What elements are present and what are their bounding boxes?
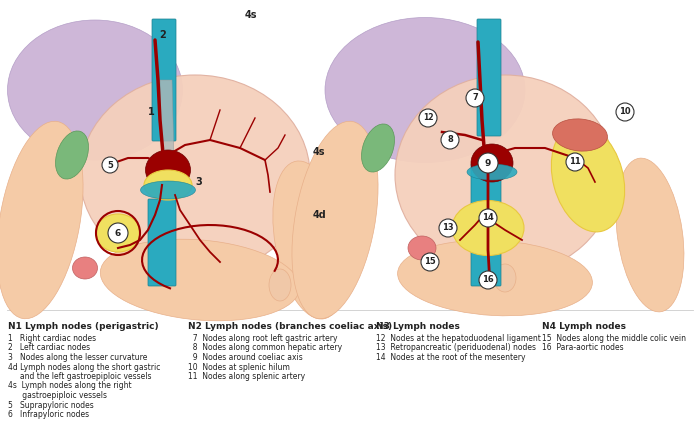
Ellipse shape [408,236,436,260]
Ellipse shape [146,150,190,190]
FancyBboxPatch shape [471,164,501,286]
Ellipse shape [494,264,516,292]
Text: 13: 13 [442,224,454,233]
Circle shape [441,131,459,149]
Ellipse shape [269,269,291,301]
FancyBboxPatch shape [152,19,176,141]
Text: 3: 3 [195,177,202,187]
Text: 10  Nodes at splenic hilum: 10 Nodes at splenic hilum [188,362,290,371]
Text: 1   Right cardiac nodes: 1 Right cardiac nodes [8,334,96,343]
Circle shape [616,103,634,121]
Circle shape [466,89,484,107]
Circle shape [439,219,457,237]
Text: 4d: 4d [313,210,327,220]
Circle shape [421,253,439,271]
Text: 12: 12 [423,113,433,122]
Text: 9: 9 [485,159,491,168]
Text: 4s: 4s [313,147,326,157]
Text: 5   Suprapyloric nodes: 5 Suprapyloric nodes [8,401,94,409]
Ellipse shape [395,75,615,275]
Circle shape [479,209,497,227]
Ellipse shape [552,124,624,232]
FancyBboxPatch shape [148,199,176,286]
Text: N1 Lymph nodes (perigastric): N1 Lymph nodes (perigastric) [8,322,159,331]
Circle shape [108,223,128,243]
Text: 4d Lymph nodes along the short gastric: 4d Lymph nodes along the short gastric [8,362,160,371]
Text: 15: 15 [424,258,436,267]
Text: N4 Lymph nodes: N4 Lymph nodes [542,322,626,331]
Text: 15  Nodes along the middle colic vein: 15 Nodes along the middle colic vein [542,334,686,343]
Text: 14: 14 [482,214,494,223]
Ellipse shape [325,17,525,163]
Ellipse shape [471,144,513,182]
Ellipse shape [0,121,83,319]
Ellipse shape [80,75,310,275]
Text: N2 Lymph nodes (branches coeliac axis): N2 Lymph nodes (branches coeliac axis) [188,322,392,331]
Text: 12  Nodes at the hepatoduodenal ligament: 12 Nodes at the hepatoduodenal ligament [376,334,541,343]
Polygon shape [160,80,175,200]
Text: 1: 1 [148,107,155,117]
Text: 10: 10 [620,108,631,116]
Text: 11  Nodes along splenic artery: 11 Nodes along splenic artery [188,372,305,381]
Text: 7  Nodes along root left gastric artery: 7 Nodes along root left gastric artery [188,334,337,343]
Text: 4s: 4s [245,10,258,20]
Text: 16: 16 [482,276,494,284]
Text: 11: 11 [569,158,581,167]
Ellipse shape [95,214,141,252]
Text: 13  Retropancreatic (periduodenal) nodes: 13 Retropancreatic (periduodenal) nodes [376,344,536,353]
Text: and the left gastroepiploic vessels: and the left gastroepiploic vessels [8,372,151,381]
Circle shape [479,271,497,289]
Circle shape [478,153,498,173]
Ellipse shape [8,20,183,160]
Ellipse shape [361,124,395,172]
Ellipse shape [100,239,300,321]
Text: 6   Infrapyloric nodes: 6 Infrapyloric nodes [8,410,89,419]
Ellipse shape [398,240,592,316]
Ellipse shape [552,119,608,151]
Text: 2   Left cardiac nodes: 2 Left cardiac nodes [8,344,90,353]
Text: 2: 2 [160,30,167,40]
Ellipse shape [273,161,347,319]
Text: 3   Nodes along the lesser curvature: 3 Nodes along the lesser curvature [8,353,148,362]
Text: gastroepiploic vessels: gastroepiploic vessels [8,391,107,400]
Ellipse shape [452,201,524,255]
Text: 7: 7 [472,94,478,103]
Ellipse shape [141,181,195,199]
Ellipse shape [73,257,97,279]
Ellipse shape [144,170,192,200]
Text: 4s  Lymph nodes along the right: 4s Lymph nodes along the right [8,382,132,391]
Ellipse shape [616,158,684,312]
Text: 6: 6 [115,228,121,237]
Ellipse shape [467,164,517,180]
Text: 14  Nodes at the root of the mesentery: 14 Nodes at the root of the mesentery [376,353,526,362]
Text: 8: 8 [447,135,453,145]
Text: N3 Lymph nodes: N3 Lymph nodes [376,322,460,331]
Circle shape [102,157,118,173]
Circle shape [566,153,584,171]
Text: 16  Para-aortic nodes: 16 Para-aortic nodes [542,344,624,353]
Text: 5: 5 [107,160,113,169]
Ellipse shape [292,121,378,319]
Text: 9  Nodes around coeliac axis: 9 Nodes around coeliac axis [188,353,302,362]
Circle shape [419,109,437,127]
Text: 8  Nodes along common hepatic artery: 8 Nodes along common hepatic artery [188,344,342,353]
FancyBboxPatch shape [477,19,501,136]
Ellipse shape [55,131,88,179]
